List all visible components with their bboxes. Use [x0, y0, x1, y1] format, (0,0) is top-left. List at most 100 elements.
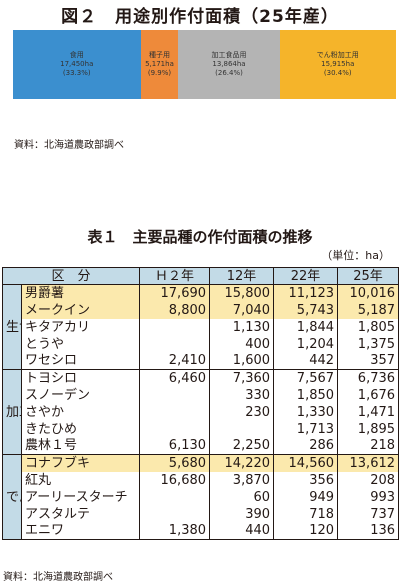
header-12: 12年	[209, 267, 275, 285]
area-value: 15,800	[209, 284, 275, 302]
area-value: 1,895	[337, 420, 400, 438]
variety-name: エニワ	[20, 522, 141, 540]
table-row: きたひめ 1,713 1,895	[3, 420, 400, 438]
area-value: 1,844	[273, 318, 339, 336]
table-row: 農林１号 6,130 2,250 286 218	[3, 437, 400, 455]
bar-segment: 種子用 5,171ha (9.9%)	[140, 30, 179, 99]
table-row: スノーデン 330 1,850 1,676	[3, 386, 400, 404]
table-row: とうや 400 1,204 1,375	[3, 335, 400, 353]
category-cell: 生食用	[2, 284, 22, 370]
figure-source-note: 資料：北海道農政部調べ	[14, 140, 124, 151]
variety-name: アーリースターチ	[20, 488, 141, 506]
table-row: アスタルテ 390 718 737	[3, 505, 400, 523]
variety-name: コナフブキ	[20, 454, 141, 472]
bar-segment: 加工食品用 13,864ha (26.4%)	[178, 30, 280, 99]
table-title: 表１ 主要品種の作付面積の推移	[87, 228, 313, 246]
area-value: 8,800	[139, 301, 211, 319]
table-row: メークイン 8,800 7,040 5,743 5,187	[3, 301, 400, 319]
area-value: 6,130	[139, 437, 211, 455]
area-value: 2,410	[139, 352, 211, 370]
area-value: 1,850	[273, 386, 339, 404]
area-value: 1,676	[337, 386, 400, 404]
area-value	[139, 488, 211, 506]
area-value: 390	[209, 505, 275, 523]
area-value	[139, 403, 211, 421]
variety-name: きたひめ	[20, 420, 141, 438]
variety-name: キタアカリ	[20, 318, 141, 336]
variety-name: ワセシロ	[20, 352, 141, 370]
segment-area: 13,864ha	[212, 60, 246, 68]
category-label: 加工用	[6, 404, 21, 420]
variety-name: スノーデン	[20, 386, 141, 404]
area-value: 949	[273, 488, 339, 506]
area-value: 7,360	[209, 369, 275, 387]
area-value: 1,330	[273, 403, 339, 421]
bar-segment: でん粉加工用 15,915ha (30.4%)	[279, 30, 396, 99]
table-row: さやか 230 1,330 1,471	[3, 403, 400, 421]
area-value: 7,567	[273, 369, 339, 387]
segment-share: (33.3%)	[62, 69, 91, 77]
segment-label: でん粉加工用	[316, 51, 359, 59]
variety-name: メークイン	[20, 301, 141, 319]
header-h2: Ｈ２年	[139, 267, 211, 285]
area-value: 3,870	[209, 471, 275, 489]
area-value: 1,471	[337, 403, 400, 421]
area-value: 357	[337, 352, 400, 370]
area-value	[139, 335, 211, 353]
area-value: 356	[273, 471, 339, 489]
segment-area: 17,450ha	[60, 60, 94, 68]
segment-area: 5,171ha	[145, 60, 174, 68]
area-value: 718	[273, 505, 339, 523]
area-value	[139, 505, 211, 523]
variety-name: アスタルテ	[20, 505, 141, 523]
area-value: 1,805	[337, 318, 400, 336]
segment-share: (30.4%)	[323, 69, 352, 77]
area-value: 5,187	[337, 301, 400, 319]
area-value: 286	[273, 437, 339, 455]
area-value	[139, 420, 211, 438]
area-value: 230	[209, 403, 275, 421]
header-22: 22年	[273, 267, 339, 285]
table-row: ワセシロ 2,410 1,600 442 357	[3, 352, 400, 370]
table-row: 紅丸 16,680 3,870 356 208	[3, 471, 400, 489]
segment-label: 種子用	[148, 51, 170, 59]
area-value: 993	[337, 488, 400, 506]
variety-name: 男爵薯	[20, 284, 141, 302]
area-value: 218	[337, 437, 400, 455]
area-value: 1,713	[273, 420, 339, 438]
category-label: でん粉原料用	[6, 489, 21, 505]
table-row: キタアカリ 1,130 1,844 1,805	[3, 318, 400, 336]
table-unit: （単位：ha）	[321, 249, 390, 262]
area-value: 400	[209, 335, 275, 353]
area-value: 208	[337, 471, 400, 489]
table-header-row: 区 分 Ｈ２年 12年 22年 25年	[1, 267, 400, 285]
area-value: 5,743	[273, 301, 339, 319]
area-value: 13,612	[337, 454, 400, 472]
segment-share: (9.9%)	[147, 69, 172, 77]
header-25: 25年	[337, 267, 400, 285]
area-value: 16,680	[139, 471, 211, 489]
variety-name: 農林１号	[20, 437, 141, 455]
area-value	[139, 318, 211, 336]
area-value	[139, 386, 211, 404]
table-row: アーリースターチ 60 949 993	[3, 488, 400, 506]
area-value: 6,460	[139, 369, 211, 387]
area-value: 440	[209, 522, 275, 540]
segment-label: 加工食品用	[211, 51, 247, 59]
area-value: 60	[209, 488, 275, 506]
area-value: 1,204	[273, 335, 339, 353]
figure-title: 図２ 用途別作付面積（25年産）	[61, 7, 339, 27]
area-value	[209, 420, 275, 438]
category-label: 生食用	[6, 319, 21, 335]
area-value: 11,123	[273, 284, 339, 302]
area-value: 10,016	[337, 284, 400, 302]
area-value: 7,040	[209, 301, 275, 319]
variety-name: トヨシロ	[20, 369, 141, 387]
variety-name: さやか	[20, 403, 141, 421]
area-value: 14,560	[273, 454, 339, 472]
variety-area-table: 区 分 Ｈ２年 12年 22年 25年 生食用 男爵薯17,69015,80011…	[1, 267, 400, 540]
area-value: 442	[273, 352, 339, 370]
area-value: 1,375	[337, 335, 400, 353]
